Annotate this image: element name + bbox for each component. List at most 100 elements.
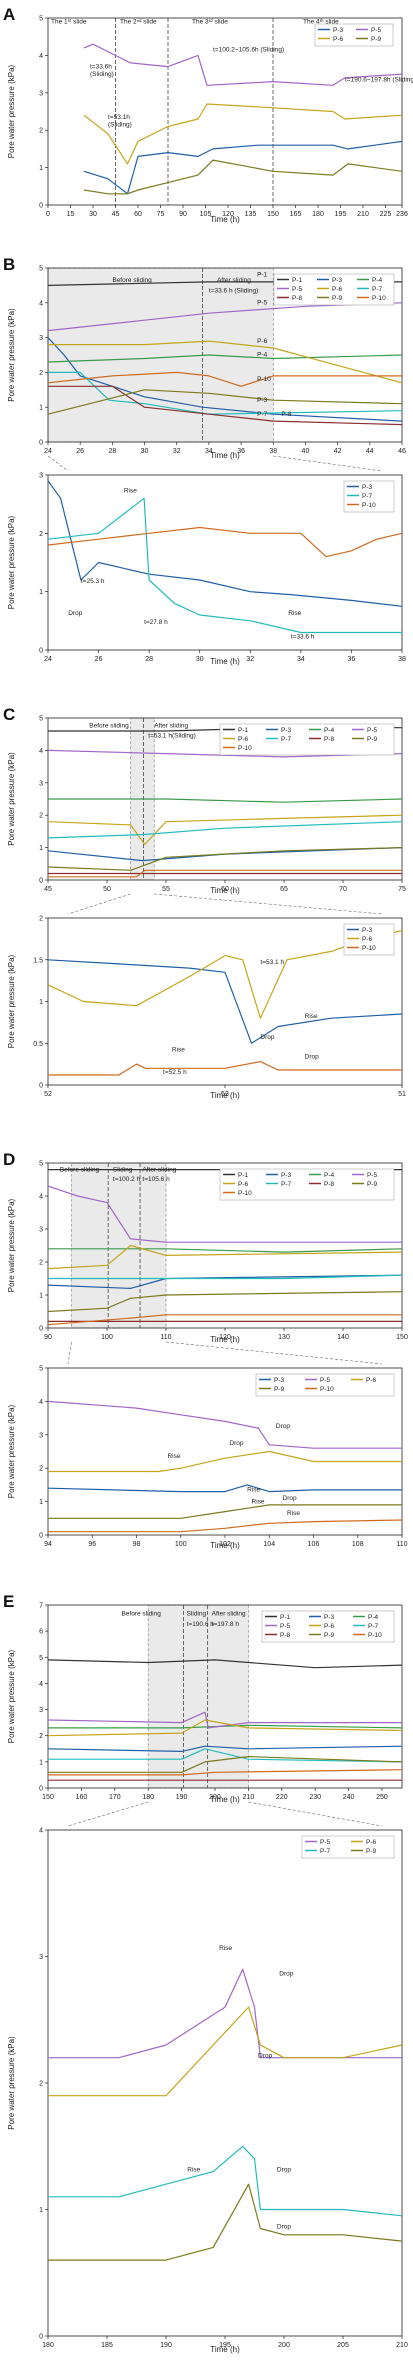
series-p-6 — [48, 2006, 403, 2097]
y-tick-label: 1 — [39, 999, 43, 1006]
y-tick-label: 1 — [39, 405, 43, 412]
annotation: (Sliding) — [108, 121, 132, 128]
annotation: Rise — [305, 1013, 318, 1020]
x-axis-label: Time (h) — [210, 1335, 240, 1344]
legend-label: P-1 — [280, 1614, 291, 1621]
y-tick-label: 1 — [39, 845, 43, 852]
annotation: Before sliding — [112, 277, 152, 284]
annotation: After sliding — [142, 1166, 176, 1173]
legend-label: P-9 — [332, 295, 343, 302]
annotation: t=25.3 h — [81, 578, 105, 585]
y-axis-label: Pore water pressure (kPa) — [7, 752, 16, 846]
legend-box — [219, 723, 395, 756]
legend-label: P-3 — [324, 1614, 335, 1621]
y-tick-label: 0 — [39, 203, 43, 210]
x-tick-label: 28 — [145, 656, 153, 663]
x-tick-label: 220 — [276, 1794, 288, 1801]
series-p-3 — [47, 959, 403, 1044]
panel-label: B — [3, 255, 15, 274]
x-tick-label: 44 — [366, 448, 374, 455]
x-tick-label: 100 — [175, 1541, 187, 1548]
x-axis-label: Time (h) — [210, 1541, 240, 1550]
x-tick-label: 236 — [396, 211, 408, 218]
y-tick-label: 1 — [39, 1499, 43, 1506]
annotation: Sliding — [113, 1166, 133, 1173]
legend-label: P-7 — [368, 1623, 379, 1630]
y-tick-label: 0 — [39, 1786, 43, 1793]
series-p-6 — [47, 814, 403, 846]
x-tick-label: 120 — [219, 1334, 231, 1341]
legend-label: P-8 — [292, 295, 303, 302]
series-p-5 — [47, 1185, 402, 1243]
series-p-6 — [83, 103, 403, 165]
x-tick-label: 250 — [376, 1794, 388, 1801]
legend-label: P-4 — [368, 1614, 379, 1621]
y-tick-label: 4 — [39, 1681, 43, 1688]
series-p-9 — [47, 389, 403, 415]
panel-d: 90 100 110 120 130 140 150 0 1 2 3 4 5 Time (h) Pore w… — [3, 1150, 408, 1344]
series-p-3 — [83, 140, 403, 195]
series-p-3 — [47, 1484, 402, 1493]
y-tick-label: 4 — [39, 1399, 43, 1406]
x-tick-label: 24 — [44, 656, 52, 663]
x-tick-label: 51 — [398, 1091, 406, 1098]
x-tick-label: 185 — [101, 2342, 113, 2349]
panel-c-zoom: 52 53 51 0 0.5 1 1.5 2 Time (h) Pore water pressu… — [7, 916, 406, 1101]
legend-label: P-6 — [362, 936, 373, 943]
panel-label: E — [3, 1592, 14, 1611]
legend-label: P-7 — [362, 493, 373, 500]
series-p-10 — [48, 1060, 402, 1076]
annotation: P-5 — [257, 300, 268, 307]
y-axis-label: Pore water pressure (kPa) — [7, 1649, 16, 1743]
x-tick-label: 110 — [160, 1334, 171, 1341]
legend: P-3 P-7 P-10 — [343, 480, 395, 513]
legend-label: P-6 — [366, 1377, 377, 1384]
legend-label: P-10 — [238, 745, 252, 752]
y-tick-label: 5 — [39, 1655, 43, 1662]
legend-label: P-6 — [238, 1181, 249, 1188]
series-p-10 — [47, 526, 403, 558]
y-tick-label: 5 — [39, 716, 43, 723]
legend-label: P-3 — [333, 27, 344, 34]
series-p-6 — [48, 340, 403, 384]
x-tick-label: 150 — [267, 211, 279, 218]
zoom-connector — [154, 893, 383, 915]
x-tick-label: 30 — [89, 211, 97, 218]
series-p-10 — [48, 869, 402, 878]
annotation: P-1 — [257, 272, 268, 279]
x-tick-label: 53 — [221, 1091, 229, 1098]
annotation: Drop — [305, 1053, 319, 1060]
x-tick-label: 108 — [352, 1541, 364, 1548]
x-tick-label: 24 — [44, 448, 52, 455]
y-tick-label: 3 — [39, 1227, 43, 1234]
legend-box — [273, 273, 395, 306]
x-tick-label: 160 — [76, 1794, 88, 1801]
x-axis-label: Time (h) — [210, 657, 240, 666]
x-tick-label: 135 — [245, 211, 257, 218]
y-tick-label: 3 — [39, 473, 43, 480]
y-tick-label: 5 — [39, 266, 43, 273]
zoom-connector — [165, 1341, 383, 1365]
y-tick-label: 1 — [39, 589, 43, 596]
legend: P-1 P-3 P-4 P-5 P-6 P-7 P-8 P-9 P-10 — [219, 723, 395, 756]
annotation: t=53.1h — [108, 114, 130, 121]
zoom-connector — [273, 455, 383, 472]
legend: P-1 P-3 P-4 P-5 P-6 P-7 P-8 P-9 P-10 — [261, 1610, 395, 1643]
annotation: t=100.2 h — [113, 1176, 141, 1183]
x-tick-label: 90 — [179, 211, 187, 218]
x-tick-label: 30 — [196, 656, 204, 663]
y-axis-label: Pore water pressure (kPa) — [7, 954, 16, 1048]
zoom-connector — [47, 455, 69, 472]
panel-e: 150 160 170 180 190 200 210 220 230 240 250 0 1 2 3 4 5 6… — [3, 1592, 403, 1804]
series-p-4 — [47, 354, 403, 363]
annotation: The 4ᵗʰ slide — [303, 19, 339, 26]
annotation: The 3ʳᵈ slide — [192, 19, 228, 26]
legend-label: P-7 — [281, 736, 292, 743]
y-tick-label: 1.5 — [33, 957, 43, 964]
legend-label: P-1 — [238, 1172, 249, 1179]
x-tick-label: 50 — [103, 886, 111, 893]
x-tick-label: 28 — [108, 448, 116, 455]
legend-label: P-3 — [332, 277, 343, 284]
